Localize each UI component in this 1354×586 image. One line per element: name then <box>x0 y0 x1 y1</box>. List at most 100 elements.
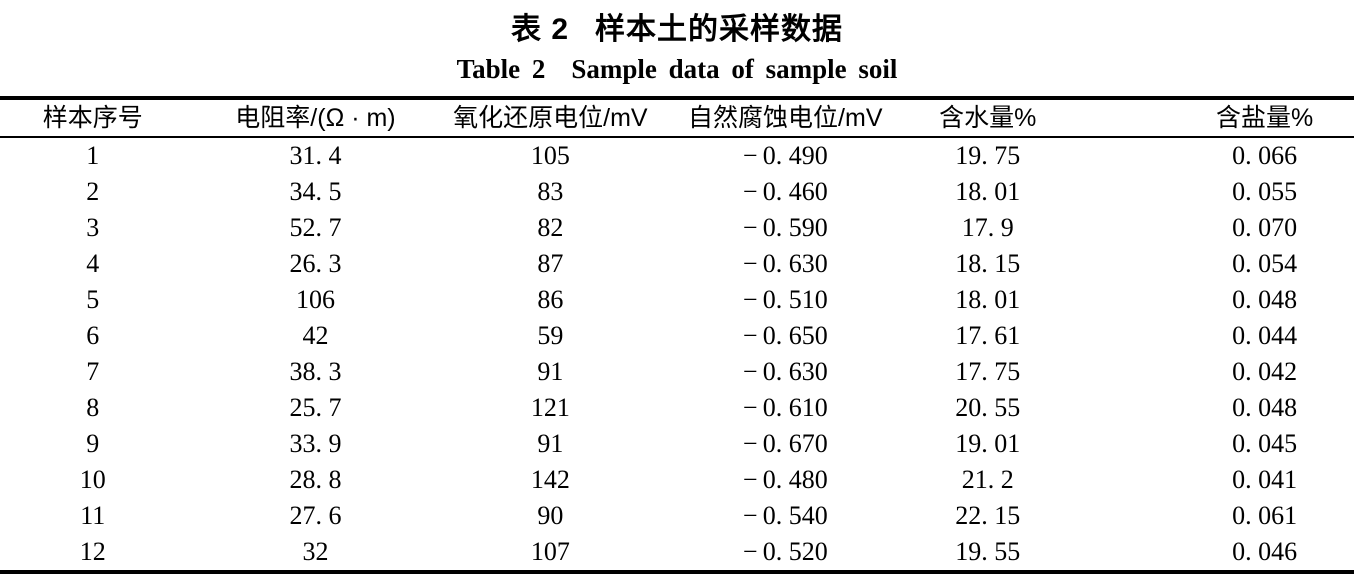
table-cell: 19. 01 <box>955 429 1021 458</box>
table-cell: 1 <box>86 141 100 170</box>
table-cell: 27. 6 <box>289 501 342 530</box>
table-row: 2 34. 5 83 − 0. 460 18. 01 0. 055 <box>0 174 1354 210</box>
table-cell: 0. 070 <box>1232 213 1298 242</box>
table-number-zh: 表 2 <box>510 13 570 46</box>
table-caption-en: Sample data of sample soil <box>571 54 898 84</box>
table-cell: 34. 5 <box>289 177 342 206</box>
table-cell: 106 <box>295 285 335 314</box>
table-cell: 6 <box>86 321 100 350</box>
table-body: 1 31. 4 105− 0. 490 19. 75 0. 066 2 34. 5 83− 0… <box>0 137 1354 572</box>
column-header-salt-content: 含盐量% <box>1215 104 1314 132</box>
table-cell: 82 <box>537 213 564 242</box>
column-header-corrosion-potential: 自然腐蚀电位/mV <box>688 104 883 132</box>
table-row: 4 26. 3 87 − 0. 630 18. 15 0. 054 <box>0 246 1354 282</box>
table-cell: 5 <box>86 285 100 314</box>
table-cell: 3 <box>86 213 100 242</box>
table-row: 12 32 107 − 0. 520 19. 55 0. 046 <box>0 534 1354 572</box>
table-cell: 83 <box>537 177 564 206</box>
table-number-en: Table 2 <box>456 54 546 84</box>
table-cell: 17. 75 <box>955 357 1021 386</box>
table-row: 5 106 86 − 0. 510 18. 01 0. 048 <box>0 282 1354 318</box>
table-cell: − 0. 590 <box>742 213 828 242</box>
table-cell: 17. 9 <box>961 213 1014 242</box>
column-header-resistivity: 电阻率/(Ω · m) <box>235 104 396 132</box>
table-row: 9 33. 9 91 − 0. 670 19. 01 0. 045 <box>0 426 1354 462</box>
table-row: 1 31. 4 105 − 0. 490 19. 75 0. 066 <box>0 137 1354 174</box>
table-title-zh: 表 2 样本土的采样数据 <box>0 10 1354 50</box>
table-row: 6 42 59 − 0. 650 17. 61 0. 044 <box>0 318 1354 354</box>
table-row: 3 52. 7 82 − 0. 590 17. 9 0. 070 <box>0 210 1354 246</box>
table-cell: 0. 046 <box>1232 537 1298 566</box>
table-cell: 8 <box>86 393 100 422</box>
table-cell: 0. 066 <box>1232 141 1298 170</box>
table-cell: 42 <box>302 321 329 350</box>
table-cell: 0. 055 <box>1232 177 1298 206</box>
table-cell: 10 <box>79 465 106 494</box>
table-cell: 121 <box>530 393 570 422</box>
table-cell: − 0. 490 <box>742 141 828 170</box>
column-header-redox-potential: 氧化还原电位/mV <box>453 104 648 132</box>
table-cell: 28. 8 <box>289 465 342 494</box>
table-cell: 26. 3 <box>289 249 342 278</box>
table-cell: 7 <box>86 357 100 386</box>
table-cell: 31. 4 <box>289 141 342 170</box>
table-row: 7 38. 3 91 − 0. 630 17. 75 0. 042 <box>0 354 1354 390</box>
table-cell: 19. 75 <box>955 141 1021 170</box>
table-cell: − 0. 510 <box>742 285 828 314</box>
table-cell: 87 <box>537 249 564 278</box>
table-cell: 0. 042 <box>1232 357 1298 386</box>
table-cell: 20. 55 <box>955 393 1021 422</box>
table-cell: − 0. 540 <box>742 501 828 530</box>
column-header-sample-no: 样本序号 <box>42 104 143 132</box>
table-cell: 32 <box>302 537 329 566</box>
table-cell: 0. 048 <box>1232 285 1298 314</box>
table-cell: 0. 041 <box>1232 465 1298 494</box>
table-cell: 17. 61 <box>955 321 1021 350</box>
table-cell: 105 <box>530 141 570 170</box>
sample-soil-data-table: 样本序号 电阻率/(Ω · m) 氧化还原电位/mV 自然腐蚀电位/mV 含水量… <box>0 96 1354 574</box>
table-cell: 90 <box>537 501 564 530</box>
table-cell: 107 <box>530 537 570 566</box>
table-cell: 52. 7 <box>289 213 342 242</box>
table-row: 11 27. 6 90 − 0. 540 22. 15 0. 061 <box>0 498 1354 534</box>
table-cell: 12 <box>79 537 106 566</box>
table-cell: − 0. 650 <box>742 321 828 350</box>
table-cell: 18. 01 <box>955 285 1021 314</box>
table-cell: 2 <box>86 177 100 206</box>
table-row: 10 28. 8 142 − 0. 480 21. 2 0. 041 <box>0 462 1354 498</box>
table-cell: − 0. 520 <box>742 537 828 566</box>
table-cell: 19. 55 <box>955 537 1021 566</box>
table-cell: 0. 048 <box>1232 393 1298 422</box>
table-caption-zh: 样本土的采样数据 <box>595 13 844 46</box>
table-cell: − 0. 460 <box>742 177 828 206</box>
table-cell: 59 <box>537 321 564 350</box>
table-cell: 21. 2 <box>961 465 1014 494</box>
table-cell: 0. 054 <box>1232 249 1298 278</box>
table-cell: 91 <box>537 429 564 458</box>
table-row: 8 25. 7 121 − 0. 610 20. 55 0. 048 <box>0 390 1354 426</box>
table-cell: 91 <box>537 357 564 386</box>
table-cell: 11 <box>80 501 106 530</box>
table-cell: 0. 045 <box>1232 429 1298 458</box>
table-cell: − 0. 610 <box>742 393 828 422</box>
table-cell: − 0. 630 <box>742 249 828 278</box>
table-cell: 142 <box>530 465 570 494</box>
table-cell: 22. 15 <box>955 501 1021 530</box>
table-cell: 0. 061 <box>1232 501 1298 530</box>
table-cell: 38. 3 <box>289 357 342 386</box>
table-cell: 0. 044 <box>1232 321 1298 350</box>
table-title-en: Table 2 Sample data of sample soil <box>0 50 1354 88</box>
table-cell: 18. 15 <box>955 249 1021 278</box>
table-cell: − 0. 670 <box>742 429 828 458</box>
column-header-water-content: 含水量% <box>939 104 1037 132</box>
table-cell: 25. 7 <box>289 393 342 422</box>
table-cell: 4 <box>86 249 100 278</box>
table-cell: 33. 9 <box>289 429 342 458</box>
table-cell: − 0. 630 <box>742 357 828 386</box>
table-cell: 9 <box>86 429 100 458</box>
table-cell: 86 <box>537 285 564 314</box>
table-cell: − 0. 480 <box>742 465 828 494</box>
header-row: 样本序号 电阻率/(Ω · m) 氧化还原电位/mV 自然腐蚀电位/mV 含水量… <box>0 98 1354 137</box>
table-cell: 18. 01 <box>955 177 1021 206</box>
